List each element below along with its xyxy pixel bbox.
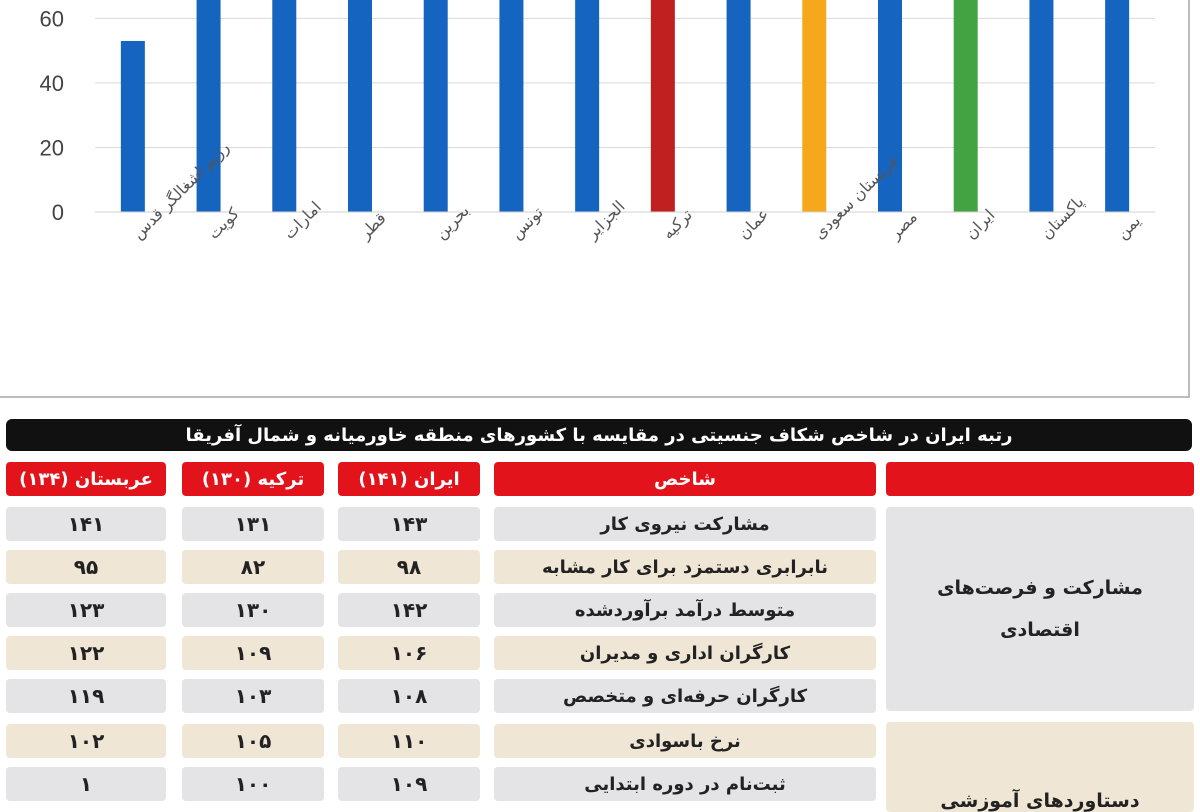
bar — [1029, 0, 1054, 212]
cell-saudi: ۹۵ — [6, 550, 166, 584]
bar — [575, 0, 600, 212]
cell-iran: ۱۰۸ — [338, 679, 480, 713]
group-economic: مشارکت و فرصت‌های اقتصادی — [886, 507, 1194, 711]
bar — [878, 0, 902, 212]
bar — [499, 0, 524, 212]
cell-indicator: متوسط درآمد برآوردشده — [494, 593, 876, 627]
cell-indicator: نابرابری دستمزد برای کار مشابه — [494, 550, 876, 584]
bar — [1105, 0, 1130, 212]
cell-turkey: ۱۰۵ — [182, 724, 324, 758]
cell-iran: ۱۴۲ — [338, 593, 480, 627]
cell-saudi: ۱۲۳ — [6, 593, 166, 627]
cell-turkey: ۱۰۳ — [182, 679, 324, 713]
cell-turkey: ۱۰۹ — [182, 636, 324, 670]
header-indicator: شاخص — [494, 462, 876, 496]
x-tick-label: قطر — [355, 208, 391, 244]
cell-turkey: ۸۲ — [182, 550, 324, 584]
cell-turkey: ۱۳۱ — [182, 507, 324, 541]
bar — [802, 0, 827, 212]
cell-indicator: مشارکت نیروی کار — [494, 507, 876, 541]
cell-turkey: ۱۳۰ — [182, 593, 324, 627]
header-iran: ایران (۱۴۱) — [338, 462, 480, 496]
cell-saudi: ۱۲۲ — [6, 636, 166, 670]
bar — [423, 0, 448, 212]
cell-indicator: نرخ باسوادی — [494, 724, 876, 758]
table-title: رتبه ایران در شاخص شکاف جنسیتی در مقایسه… — [6, 419, 1192, 451]
cell-iran: ۱۰۶ — [338, 636, 480, 670]
cell-iran: ۹۸ — [338, 550, 480, 584]
x-tick-label: یمن — [1113, 211, 1145, 243]
cell-indicator: کارگران حرفه‌ای و متخصص — [494, 679, 876, 713]
y-tick-label: 0 — [52, 200, 64, 225]
bar — [726, 0, 751, 212]
header-saudi: عربستان (۱۳۴) — [6, 462, 166, 496]
y-tick-label: 20 — [40, 135, 64, 160]
y-tick-label: 60 — [40, 6, 64, 31]
cell-iran: ۱۴۳ — [338, 507, 480, 541]
y-tick-label: 40 — [40, 71, 64, 96]
cell-iran: ۱۰۹ — [338, 767, 480, 801]
bar — [953, 0, 978, 212]
chart-panel: 0 20 40 60 رژیم اشغالگر قدس کویت امارات قطر بحری… — [0, 0, 1190, 398]
bar — [348, 0, 372, 212]
cell-turkey: ۱۰۰ — [182, 767, 324, 801]
cell-saudi: ۱۰۲ — [6, 724, 166, 758]
group-education: دستاوردهای آموزشی — [886, 722, 1194, 812]
cell-saudi: ۱۴۱ — [6, 507, 166, 541]
x-tick-label: مصر — [885, 207, 922, 244]
cell-saudi: ۱ — [6, 767, 166, 801]
cell-indicator: کارگران اداری و مدیران — [494, 636, 876, 670]
header-turkey: ترکیه (۱۳۰) — [182, 462, 324, 496]
bar — [120, 40, 145, 212]
cell-iran: ۱۱۰ — [338, 724, 480, 758]
cell-indicator: ثبت‌نام در دوره ابتدایی — [494, 767, 876, 801]
cell-saudi: ۱۱۹ — [6, 679, 166, 713]
header-group — [886, 462, 1194, 496]
bar — [650, 0, 675, 212]
bar — [272, 0, 297, 212]
bar — [196, 0, 221, 212]
